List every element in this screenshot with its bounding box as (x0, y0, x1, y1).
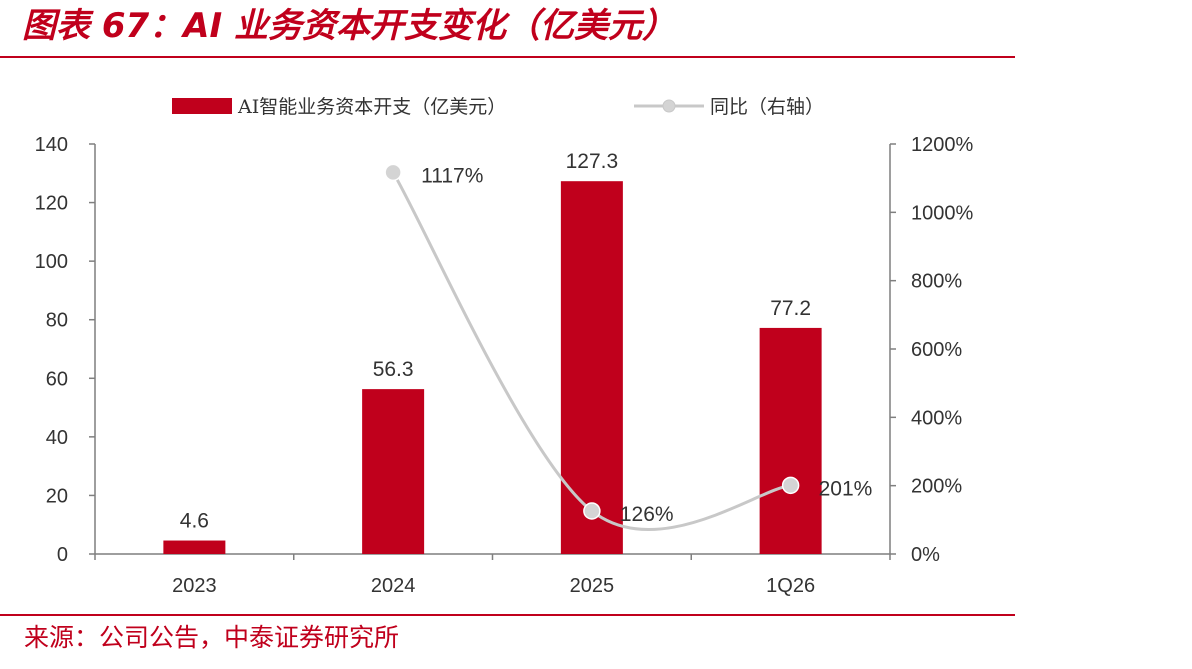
right-tick-label: 1000% (911, 202, 973, 224)
right-tick-label: 1200% (911, 134, 973, 156)
source-note: 来源：公司公告，中泰证券研究所 (24, 623, 400, 652)
yoy-value-label: 126% (620, 503, 674, 526)
legend-line-label: 同比（右轴） (710, 96, 824, 118)
yoy-line (391, 171, 791, 532)
title-divider (0, 56, 1015, 58)
bar-value-label: 4.6 (180, 510, 209, 533)
left-tick-label: 20 (46, 485, 68, 507)
x-tick-label: 2024 (371, 575, 416, 597)
legend-bar-swatch (172, 98, 232, 114)
yoy-marker (781, 476, 800, 495)
axes: 0 20 40 60 80 100 120 140 0% 200% 400% 600% 800% 1000… (35, 134, 974, 597)
left-tick-label: 140 (35, 134, 68, 156)
bar (560, 181, 623, 554)
left-tick-label: 120 (35, 193, 68, 215)
bar (759, 327, 822, 554)
line-series (384, 163, 800, 532)
bar-value-label: 127.3 (566, 150, 619, 173)
bar (163, 540, 226, 554)
legend-line-marker (662, 99, 676, 113)
left-tick-label: 80 (46, 310, 68, 332)
right-tick-label: 0% (911, 544, 940, 566)
right-tick-label: 200% (911, 476, 962, 498)
bar (362, 389, 425, 554)
capex-chart: AI智能业务资本开支（亿美元） 同比（右轴） 0 20 40 60 80 100 120 14… (35, 96, 974, 597)
legend: AI智能业务资本开支（亿美元） 同比（右轴） (172, 96, 824, 118)
right-tick-label: 600% (911, 339, 962, 361)
figure-title: 图表 67：AI 业务资本开支变化（亿美元） (22, 6, 676, 46)
bar-value-label: 56.3 (373, 358, 414, 381)
data-labels: 4.6 56.3 127.3 77.2 1117% 126% 201% (180, 150, 873, 532)
right-tick-label: 800% (911, 271, 962, 293)
right-tick-label: 400% (911, 407, 962, 429)
x-tick-label: 2025 (570, 575, 615, 597)
source-divider (0, 614, 1015, 616)
yoy-value-label: 201% (819, 477, 873, 500)
left-tick-label: 60 (46, 368, 68, 390)
bar-value-label: 77.2 (770, 297, 811, 320)
yoy-marker (384, 163, 402, 182)
yoy-value-label: 1117% (421, 164, 483, 187)
left-tick-label: 100 (35, 251, 68, 273)
yoy-marker (583, 502, 601, 520)
left-tick-label: 40 (46, 427, 68, 449)
left-tick-label: 0 (57, 544, 68, 566)
x-tick-label: 1Q26 (766, 575, 815, 597)
x-tick-label: 2023 (172, 575, 217, 597)
legend-bar-label: AI智能业务资本开支（亿美元） (237, 96, 506, 118)
